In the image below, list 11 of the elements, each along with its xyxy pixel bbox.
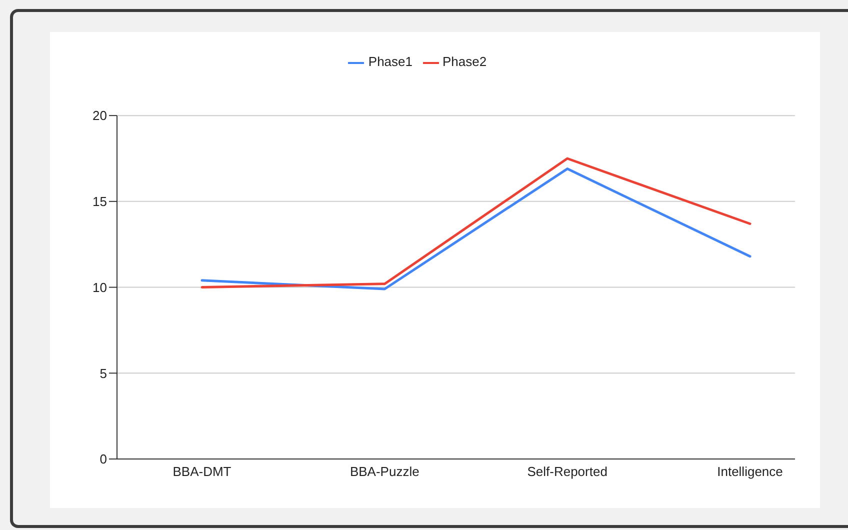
x-tick-label: Self-Reported <box>527 464 608 480</box>
y-tick-label: 5 <box>100 366 107 381</box>
x-tick-label: BBA-DMT <box>172 464 232 480</box>
legend-label: Phase2 <box>442 54 487 69</box>
y-tick-label: 10 <box>92 280 107 295</box>
x-tick-label: Intelligence <box>717 464 783 480</box>
legend-label: Phase1 <box>368 54 412 69</box>
x-tick-label: BBA-Puzzle <box>350 464 420 480</box>
y-tick-label: 15 <box>92 194 107 210</box>
y-tick-label: 20 <box>92 108 107 124</box>
y-tick-label: 0 <box>100 452 107 467</box>
